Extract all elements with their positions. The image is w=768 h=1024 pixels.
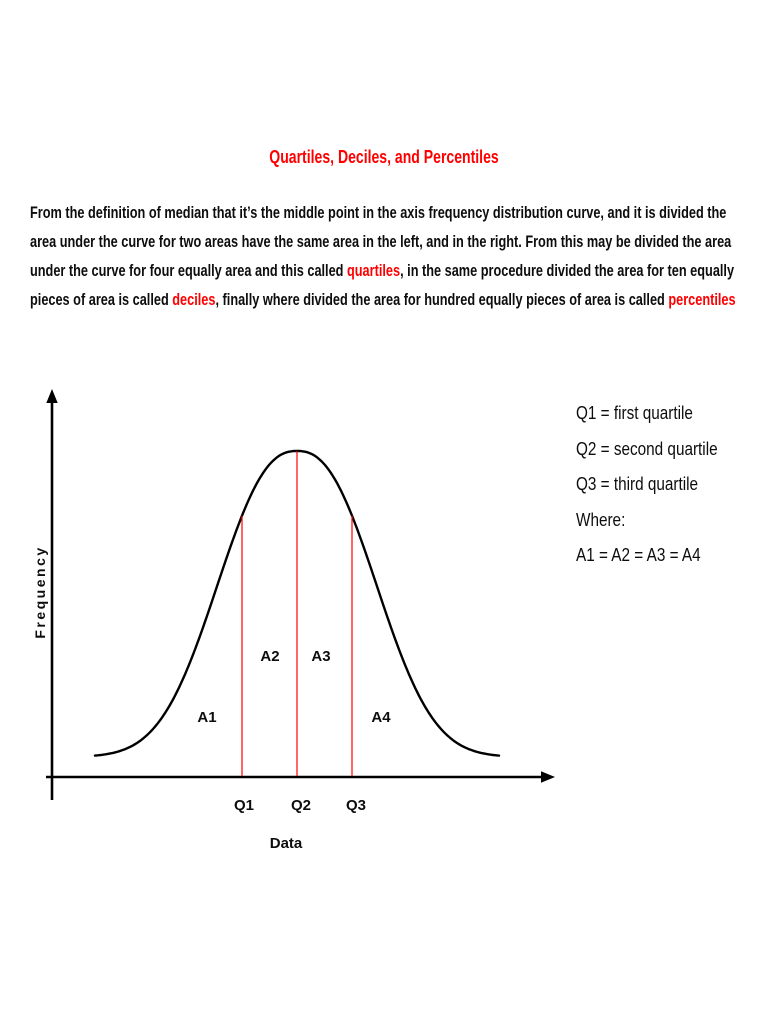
quartile-legend: Q1 = first quartile Q2 = second quartile…: [576, 396, 718, 574]
highlighted-term: deciles: [172, 290, 216, 309]
tick-label-q3: Q3: [346, 797, 366, 814]
y-axis-label: Frequency: [32, 545, 48, 638]
highlighted-term: quartiles: [347, 261, 401, 280]
legend-line-areas: A1 = A2 = A3 = A4: [576, 545, 701, 565]
intro-paragraph: From the definition of median that it’s …: [30, 198, 742, 314]
area-label-a3: A3: [311, 648, 330, 665]
area-label-a2: A2: [260, 648, 279, 665]
x-axis-label: Data: [270, 835, 303, 852]
legend-line-q3: Q3 = third quartile: [576, 474, 699, 494]
page-title: Quartiles, Deciles, and Percentiles: [269, 147, 499, 167]
legend-line-q2: Q2 = second quartile: [576, 438, 718, 459]
paragraph-segment: , in the same procedure divided the area…: [30, 261, 735, 309]
paragraph-segment: From the definition of median that it’s …: [30, 203, 732, 280]
legend-line-q1: Q1 = first quartile: [576, 403, 693, 423]
legend-line-where: Where:: [576, 509, 626, 530]
tick-label-q1: Q1: [234, 797, 254, 814]
x-axis-arrowhead-icon: [541, 771, 555, 783]
tick-label-q2: Q2: [291, 797, 311, 814]
area-label-a1: A1: [197, 709, 216, 726]
y-axis-arrowhead-icon: [46, 389, 58, 403]
paragraph-segment: , finally where divided the area for hun…: [215, 290, 669, 309]
highlighted-term: percentiles: [668, 290, 736, 309]
area-label-a4: A4: [371, 709, 391, 726]
